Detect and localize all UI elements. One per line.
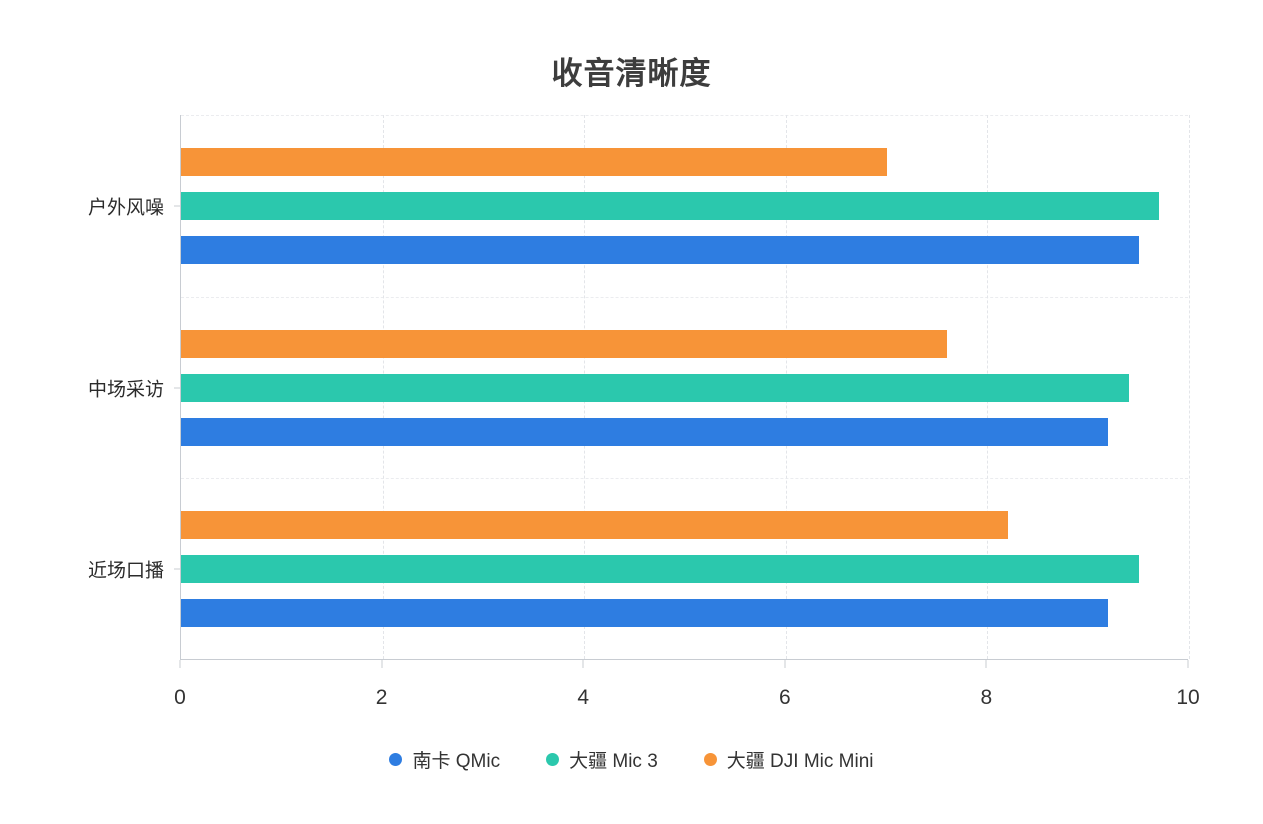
x-axis-tick bbox=[784, 660, 786, 668]
x-axis-tick bbox=[1187, 660, 1189, 668]
legend-dot-icon bbox=[703, 753, 717, 766]
x-axis-tick bbox=[985, 660, 987, 668]
category-label: 中场采访 bbox=[87, 379, 164, 400]
x-axis-tick-label: 0 bbox=[174, 686, 186, 709]
gridline-horizontal bbox=[181, 296, 1188, 298]
legend-series-label: 大疆 Mic 3 bbox=[569, 751, 658, 772]
x-axis-tick-label: 10 bbox=[1176, 686, 1200, 709]
legend-item: 大疆 DJI Mic Mini bbox=[703, 746, 874, 773]
legend-dot-icon bbox=[546, 753, 560, 766]
legend-series-label: 南卡 QMic bbox=[412, 751, 501, 772]
x-axis-tick bbox=[381, 660, 383, 668]
y-axis-tick bbox=[174, 205, 180, 207]
x-axis-tick-label: 4 bbox=[577, 686, 590, 709]
bar-南卡 QMic-近场口播 bbox=[181, 599, 1109, 628]
bar-大疆 DJI Mic Mini-近场口播 bbox=[181, 511, 1008, 540]
gridline-horizontal bbox=[181, 115, 1188, 116]
bar-大疆 DJI Mic Mini-中场采访 bbox=[181, 329, 948, 358]
gridline-vertical bbox=[1189, 115, 1190, 659]
bar-大疆 Mic 3-近场口播 bbox=[181, 555, 1139, 584]
category-label: 近场口播 bbox=[87, 560, 164, 582]
x-axis-tick bbox=[179, 660, 181, 668]
gridline-horizontal bbox=[181, 478, 1188, 480]
x-axis-tick bbox=[582, 660, 584, 668]
legend: 南卡 QMic 大疆 Mic 3 大疆 DJI Mic Mini bbox=[0, 746, 1263, 773]
category-label: 户外风噪 bbox=[87, 197, 164, 219]
bar-大疆 Mic 3-中场采访 bbox=[181, 373, 1129, 402]
bar-大疆 DJI Mic Mini-户外风噪 bbox=[181, 147, 887, 176]
y-axis-tick bbox=[174, 387, 180, 388]
chart-title: 收音清晰度 bbox=[551, 56, 712, 91]
bar-大疆 Mic 3-户外风噪 bbox=[181, 191, 1159, 220]
bar-南卡 QMic-中场采访 bbox=[181, 417, 1109, 446]
legend-item: 大疆 Mic 3 bbox=[546, 746, 658, 773]
legend-series-label: 大疆 DJI Mic Mini bbox=[726, 751, 874, 772]
x-axis-tick-label: 2 bbox=[375, 686, 388, 709]
y-axis: 户外风噪中场采访近场口播 bbox=[0, 115, 180, 660]
y-axis-tick bbox=[174, 568, 180, 570]
bar-南卡 QMic-户外风噪 bbox=[181, 235, 1139, 264]
x-axis-tick-label: 6 bbox=[778, 686, 791, 709]
legend-item: 南卡 QMic bbox=[389, 746, 500, 773]
plot-area bbox=[180, 115, 1190, 660]
legend-dot-icon bbox=[389, 753, 403, 766]
x-axis-tick-label: 8 bbox=[980, 686, 993, 709]
x-axis: 0 2 4 6 8 10 bbox=[174, 660, 1200, 730]
